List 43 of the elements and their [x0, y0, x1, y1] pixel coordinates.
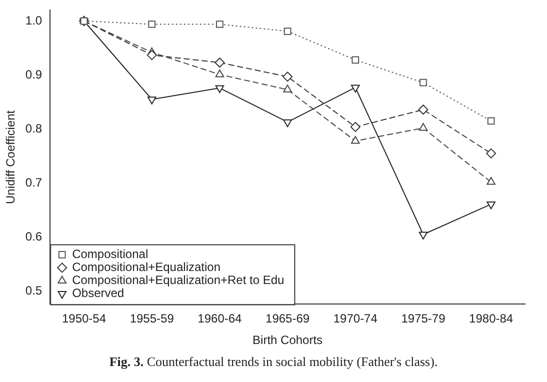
point — [418, 232, 428, 240]
point — [486, 201, 496, 210]
point — [215, 85, 224, 94]
caption: Fig. 3. Counterfactual trends in social mobility (Father's class). — [108, 354, 439, 370]
legend-label: Compositional+Equalization+Ret to Edu — [72, 273, 284, 288]
point — [282, 72, 293, 82]
point — [350, 122, 360, 132]
point — [486, 177, 496, 185]
legend-label: Observed — [72, 286, 124, 300]
point — [283, 119, 292, 128]
point — [418, 104, 428, 115]
point — [418, 123, 428, 131]
point — [350, 136, 360, 144]
y-tick-label: 0.8 — [25, 121, 42, 136]
point — [146, 50, 157, 60]
point — [215, 70, 224, 78]
x-tick-label: 1950-54 — [62, 312, 106, 326]
x-axis-title: Birth Cohorts — [252, 333, 323, 348]
point — [216, 20, 224, 28]
y-tick-label: 0.9 — [25, 67, 42, 82]
y-tick-label: 0.5 — [25, 284, 42, 298]
x-tick-label: 1970-74 — [333, 312, 378, 326]
y-axis-title: Unidiff Coefficient — [4, 110, 18, 204]
point — [148, 20, 156, 28]
point — [420, 78, 427, 86]
point — [283, 84, 292, 92]
point — [487, 117, 495, 125]
x-tick-label: 1965-69 — [266, 312, 310, 326]
legend-label: Compositional — [72, 247, 148, 262]
y-tick-label: 0.7 — [25, 175, 42, 190]
point — [352, 56, 360, 64]
x-tick-label: 1960-64 — [198, 312, 242, 326]
x-tick-label: 1975-79 — [401, 312, 446, 326]
legend-label: Compositional+Equalization — [72, 260, 221, 274]
x-tick-label: 1980-84 — [469, 312, 514, 326]
y-tick-label: 0.6 — [25, 230, 42, 244]
x-tick-label: 1955-59 — [130, 312, 174, 326]
point — [214, 58, 225, 68]
point — [486, 148, 496, 158]
point — [147, 96, 156, 104]
point — [284, 28, 292, 35]
point — [350, 84, 360, 92]
y-tick-label: 1.0 — [25, 13, 42, 28]
